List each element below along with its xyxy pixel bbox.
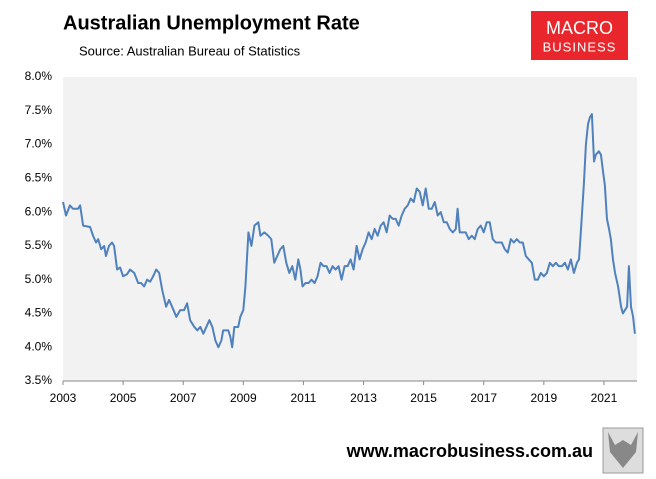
y-tick-label: 3.5% — [25, 373, 53, 387]
y-tick-label: 7.5% — [25, 103, 53, 117]
chart-subtitle: Source: Australian Bureau of Statistics — [79, 43, 301, 58]
x-tick-label: 2015 — [410, 391, 437, 405]
logo-text: BUSINESS — [543, 39, 617, 54]
y-tick-label: 6.0% — [25, 204, 53, 218]
x-tick-label: 2013 — [350, 391, 377, 405]
wolf-icon — [608, 432, 638, 468]
y-tick-label: 8.0% — [25, 69, 53, 83]
y-tick-label: 5.0% — [25, 272, 53, 286]
logo-box — [531, 11, 628, 60]
x-tick-label: 2021 — [591, 391, 618, 405]
x-tick-label: 2003 — [50, 391, 77, 405]
y-tick-label: 4.5% — [25, 306, 53, 320]
x-tick-label: 2009 — [230, 391, 257, 405]
x-tick-label: 2005 — [110, 391, 137, 405]
y-tick-label: 4.0% — [25, 339, 53, 353]
footer: www.macrobusiness.com.au — [346, 441, 593, 461]
plot-area — [63, 77, 637, 381]
y-tick-label: 5.5% — [25, 238, 53, 252]
x-tick-label: 2019 — [530, 391, 557, 405]
chart-title: Australian Unemployment Rate — [63, 12, 360, 34]
x-tick-label: 2017 — [470, 391, 497, 405]
data-line — [62, 113, 636, 349]
y-tick-label: 6.5% — [25, 171, 53, 185]
y-tick-label: 7.0% — [25, 137, 53, 151]
logo-text: MACRO — [546, 18, 613, 38]
x-tick-label: 2011 — [291, 391, 317, 405]
x-tick-label: 2007 — [170, 391, 197, 405]
